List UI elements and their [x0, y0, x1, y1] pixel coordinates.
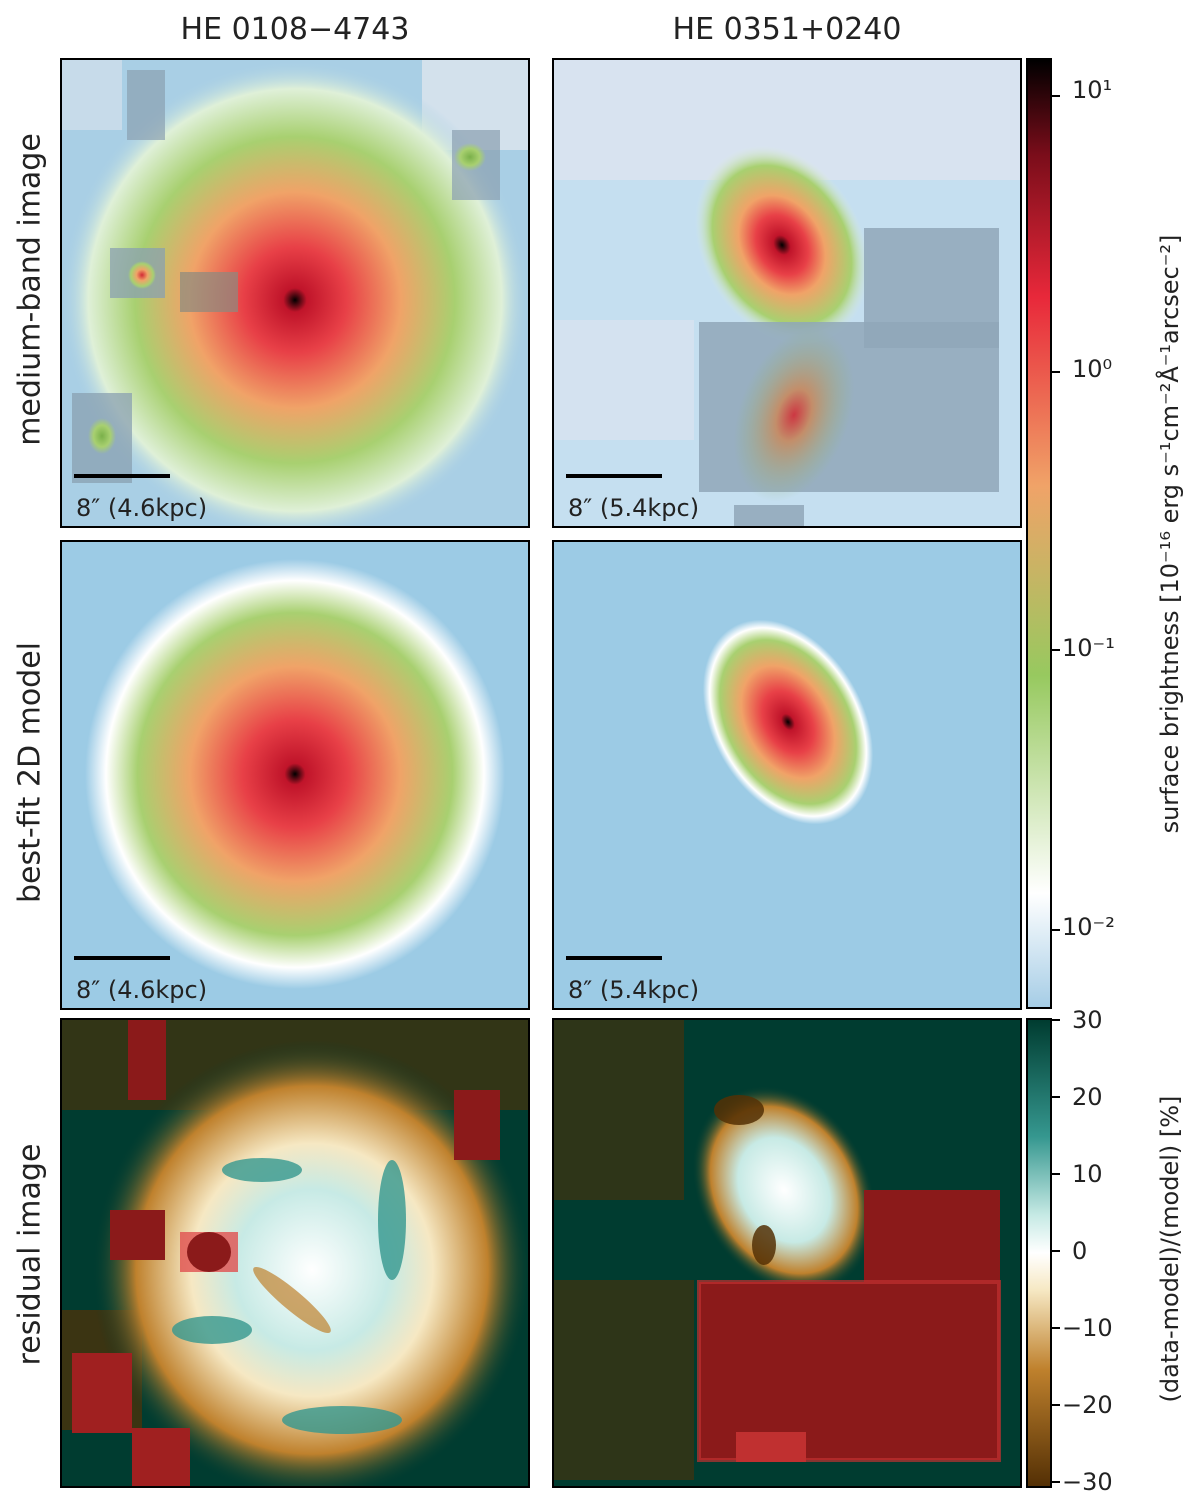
colorbar-top-label: surface brightness [10⁻¹⁶ erg s⁻¹cm⁻²Å⁻¹… — [1156, 234, 1184, 834]
cb-bot-tick-m10: −10 — [1062, 1314, 1113, 1342]
row-label-medium-band: medium-band image — [12, 133, 48, 446]
cb-bot-tick-m20: −20 — [1062, 1391, 1113, 1419]
cb-top-tick-2: 10⁰ — [1072, 355, 1113, 383]
row-label-residual: residual image — [12, 1143, 48, 1366]
panel-model-he0351: 8″ (5.4kpc) — [552, 540, 1022, 1010]
cb-top-tickmarks — [1050, 95, 1060, 931]
panel-medium-band-he0108: 8″ (4.6kpc) — [60, 58, 530, 528]
cb-bot-tick-m30: −30 — [1062, 1468, 1113, 1496]
column-title-2: HE 0351+0240 — [672, 12, 902, 47]
colorbar-residual — [1026, 1018, 1052, 1488]
panel-residual-he0351 — [552, 1018, 1022, 1488]
cb-bot-tickmarks — [1050, 1019, 1060, 1483]
cb-bot-tick-30: 30 — [1072, 1006, 1103, 1034]
scalebar-label: 8″ (4.6kpc) — [76, 494, 207, 522]
panel-model-he0108: 8″ (4.6kpc) — [60, 540, 530, 1010]
column-title-1: HE 0108−4743 — [180, 12, 410, 47]
cb-bot-tick-10: 10 — [1072, 1160, 1103, 1188]
row-label-best-fit: best-fit 2D model — [12, 641, 48, 904]
cb-bot-tick-0: 0 — [1072, 1237, 1088, 1265]
colorbar-bottom-label: (data-model)/(model) [%] — [1156, 1095, 1184, 1403]
cb-top-tick-3: 10⁻¹ — [1062, 634, 1115, 662]
cb-top-tick-1: 10¹ — [1072, 76, 1113, 104]
scalebar-label: 8″ (4.6kpc) — [76, 976, 207, 1004]
scalebar-label: 8″ (5.4kpc) — [568, 976, 699, 1004]
cb-bot-tick-20: 20 — [1072, 1083, 1103, 1111]
scalebar-label: 8″ (5.4kpc) — [568, 494, 699, 522]
panel-residual-he0108 — [60, 1018, 530, 1488]
colorbar-surface-brightness — [1026, 58, 1052, 1009]
panel-medium-band-he0351: 8″ (5.4kpc) — [552, 58, 1022, 528]
cb-top-tick-4: 10⁻² — [1062, 913, 1115, 941]
